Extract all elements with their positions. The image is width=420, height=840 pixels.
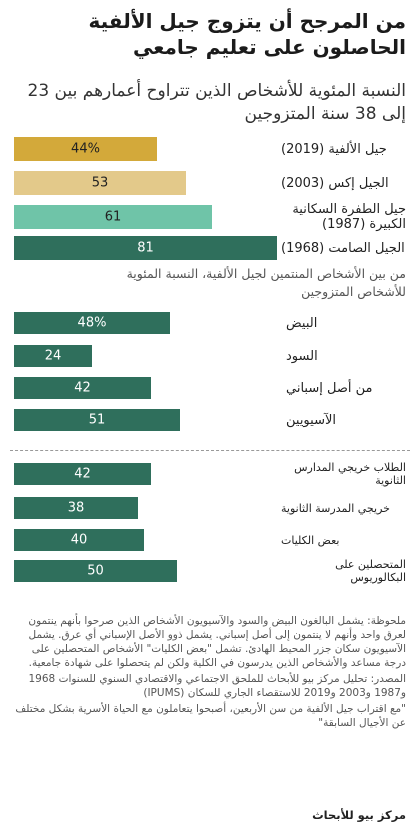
note-text: ملحوظة: يشمل البالغون البيض والسود والآس… (28, 615, 406, 669)
brand-logo-text: مركز بيو للأبحاث (312, 808, 406, 822)
value-label: 42 (74, 466, 91, 482)
bar: 38 (14, 497, 138, 519)
source-text: المصدر: تحليل مركز بيو للأبحاث للملحق ال… (28, 673, 407, 699)
chart-subtitle: النسبة المئوية للأشخاص الذين تتراوح أعما… (27, 81, 406, 124)
bar: 51 (14, 409, 180, 431)
category-label: الآسيويين (286, 412, 336, 428)
category-label: الجيل الصامت (1968) (281, 240, 405, 256)
value-label: 24 (44, 348, 62, 364)
report-title: "مع اقتراب جيل الألفية من سن الأربعين، أ… (15, 703, 406, 729)
value-label: 53 (91, 175, 109, 191)
bar: 40 (14, 529, 144, 551)
bar: 61 (14, 205, 212, 229)
category-label: جيل الطفرة السكانية الكبيرة (1987) (292, 202, 406, 232)
value-label: 81 (137, 240, 154, 256)
value-label: 51 (88, 412, 106, 428)
bar: 50 (14, 560, 177, 582)
category-label: من أصل إسباني (286, 380, 373, 396)
value-label: 50 (87, 563, 104, 579)
category-label: المتحصلين على البكالوريوس (335, 558, 406, 584)
category-label: الجيل إكس (2003) (281, 175, 389, 191)
bar: 42 (14, 463, 151, 485)
millennials-subtitle: من بين الأشخاص المنتمين لجيل الألفية، ال… (126, 266, 406, 299)
notes: ملحوظة: يشمل البالغون البيض والسود والآس… (10, 614, 406, 732)
category-label: جيل الألفية (2019) (281, 141, 387, 157)
bar: 44% (14, 137, 157, 161)
category-label: خريجي المدرسة الثانوية (281, 501, 390, 515)
value-label: 40 (70, 532, 88, 548)
category-label: الطلاب خريجي المدارس الثانوية (294, 461, 406, 487)
category-label: البيض (286, 315, 318, 331)
value-label: 42 (74, 380, 91, 396)
value-label: 48% (77, 315, 107, 331)
value-label: 44% (71, 141, 100, 157)
bar: 48% (14, 312, 170, 334)
bar: 81 (14, 236, 277, 260)
category-label: السود (286, 348, 318, 364)
bar: 42 (14, 377, 151, 399)
value-label: 61 (104, 209, 122, 225)
chart-title: من المرجح أن يتزوج جيل الألفية الحاصلون … (88, 9, 407, 59)
bar: 24 (14, 345, 92, 367)
bar: 53 (14, 171, 186, 195)
section-divider (10, 450, 410, 451)
value-label: 38 (67, 500, 85, 516)
category-label: بعض الكليات (281, 533, 340, 547)
